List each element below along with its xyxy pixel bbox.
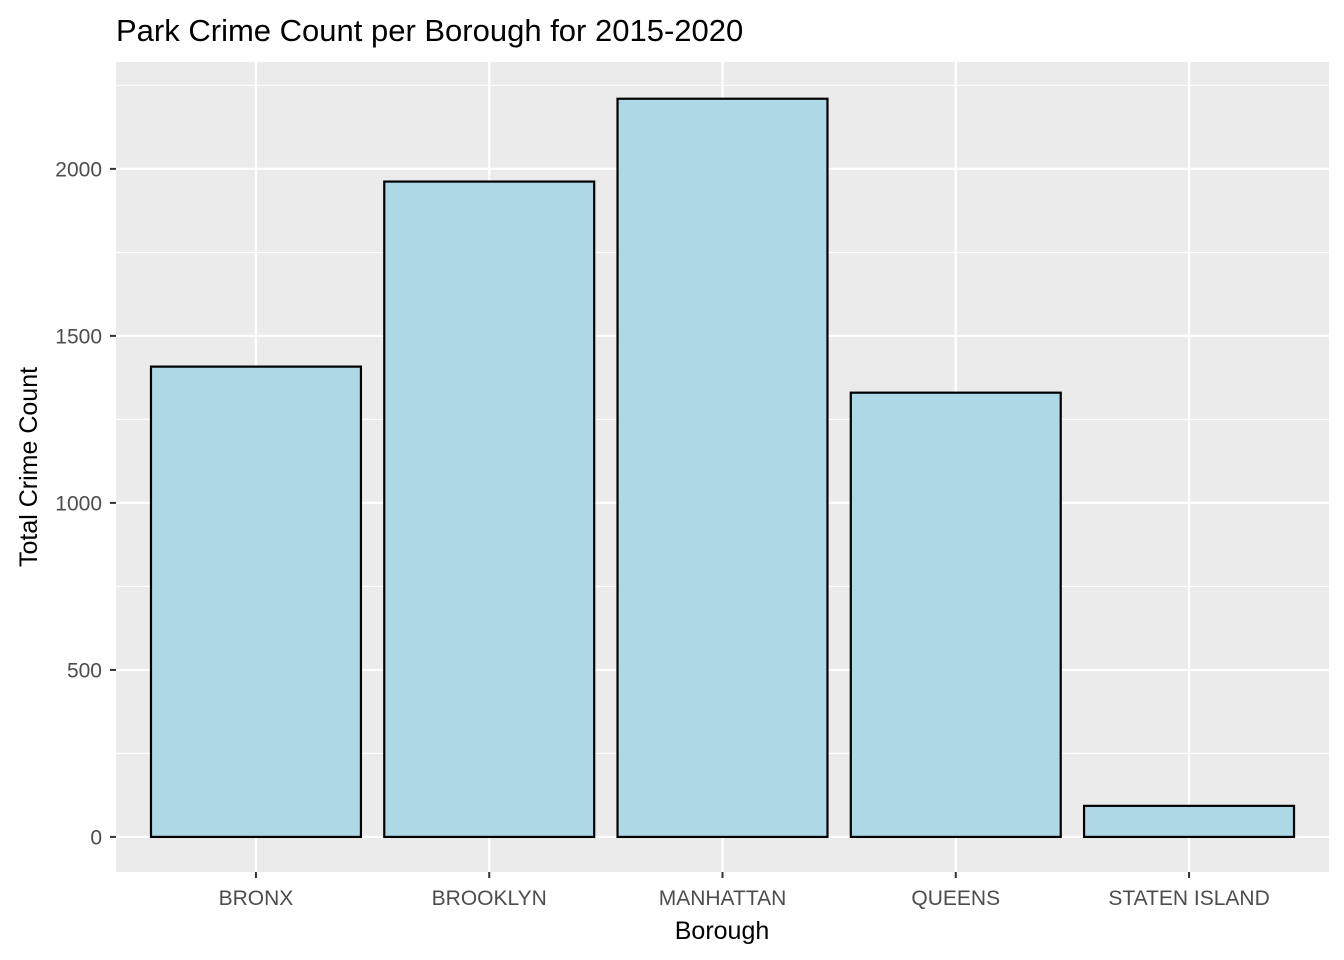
bars xyxy=(149,97,1296,839)
y-axis-title: Total Crime Count xyxy=(15,367,43,567)
x-tick-label: BRONX xyxy=(219,887,294,910)
y-tick-label: 1500 xyxy=(55,325,102,348)
x-tick-label: MANHATTAN xyxy=(659,887,787,910)
y-tick-label: 500 xyxy=(67,659,102,682)
x-axis: BRONX BROOKLYN MANHATTAN QUEENS STATEN ISLAN… xyxy=(219,872,1270,910)
bar-queens xyxy=(849,391,1062,839)
y-tick-label: 0 xyxy=(90,826,102,849)
bar-bronx xyxy=(149,365,363,839)
y-axis: 0 500 1000 1500 2000 xyxy=(55,158,116,849)
y-tick-label: 2000 xyxy=(55,158,102,181)
bar-staten-island xyxy=(1082,804,1296,839)
chart-title: Park Crime Count per Borough for 2015-20… xyxy=(116,13,743,48)
x-axis-title: Borough xyxy=(675,917,770,945)
x-tick-label: BROOKLYN xyxy=(432,887,547,910)
bar-manhattan xyxy=(616,97,829,839)
y-tick-label: 1000 xyxy=(55,492,102,515)
x-tick-label: QUEENS xyxy=(911,887,1000,910)
x-tick-label: STATEN ISLAND xyxy=(1108,887,1269,910)
bar-brooklyn xyxy=(383,180,596,839)
